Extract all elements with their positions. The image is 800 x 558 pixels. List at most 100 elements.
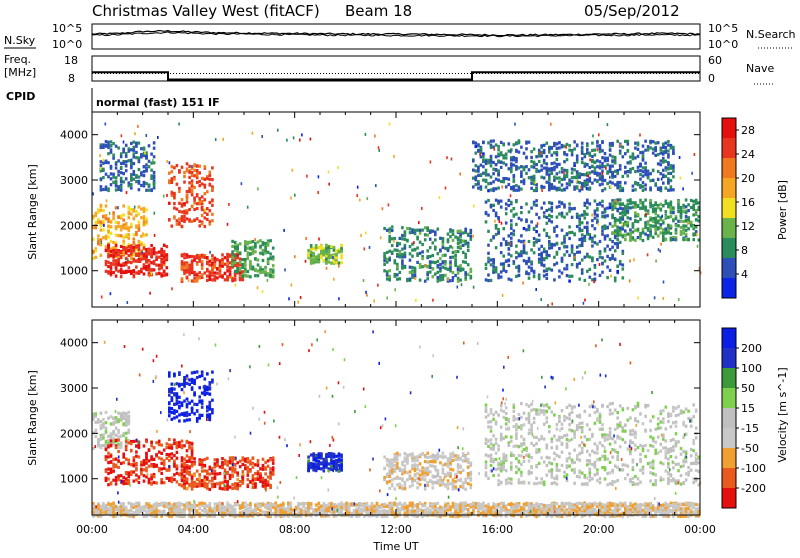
- data-cell: [143, 170, 146, 173]
- data-cell: [148, 144, 151, 147]
- data-cell: [609, 142, 612, 145]
- data-cell: [140, 147, 143, 150]
- data-cell: [535, 199, 538, 202]
- data-cell: [518, 189, 521, 192]
- data-cell: [328, 462, 331, 465]
- cpid-label: CPID: [6, 90, 35, 103]
- data-cell: [667, 202, 670, 205]
- data-cell: [654, 147, 657, 150]
- data-cell: [594, 178, 597, 181]
- data-cell: [444, 267, 447, 270]
- data-cell: [201, 371, 204, 374]
- data-cell: [191, 165, 193, 168]
- data-cell: [510, 278, 513, 281]
- data-cell: [120, 185, 123, 188]
- data-cell: [105, 443, 108, 446]
- data-cell: [604, 259, 607, 262]
- data-cell: [338, 470, 341, 473]
- data-cell: [214, 458, 217, 461]
- data-cell: [622, 223, 624, 226]
- data-cell: [558, 163, 561, 166]
- data-cell: [196, 263, 199, 266]
- data-cell: [257, 464, 260, 467]
- data-cell: [128, 462, 131, 465]
- data-cell: [416, 464, 419, 467]
- data-cell: [604, 207, 607, 210]
- data-cell: [637, 169, 640, 172]
- data-cell: [135, 214, 138, 217]
- data-cell: [181, 401, 184, 404]
- data-cell: [627, 233, 630, 236]
- data-cell: [604, 179, 607, 182]
- data-cell: [459, 173, 461, 176]
- data-cell: [166, 453, 169, 456]
- data-cell: [530, 260, 533, 263]
- data-cell: [649, 233, 652, 236]
- data-cell: [102, 188, 105, 191]
- data-cell: [444, 254, 447, 257]
- data-cell: [551, 146, 554, 149]
- data-cell: [188, 269, 191, 272]
- data-cell: [171, 170, 174, 173]
- data-cell: [658, 248, 660, 251]
- data-cell: [409, 245, 412, 248]
- data-cell: [439, 237, 442, 240]
- data-cell: [201, 214, 204, 217]
- data-cell: [399, 255, 402, 258]
- data-cell: [632, 155, 635, 158]
- data-cell: [515, 165, 518, 168]
- data-cell: [580, 186, 582, 189]
- data-cell: [518, 186, 521, 189]
- data-cell: [457, 242, 460, 245]
- data-cell: [393, 240, 395, 243]
- data-cell: [125, 177, 128, 180]
- data-cell: [586, 255, 589, 258]
- data-cell: [665, 160, 668, 163]
- data-cell: [112, 241, 115, 244]
- data-cell: [624, 181, 627, 184]
- data-cell: [201, 260, 204, 263]
- data-cell: [191, 185, 194, 188]
- noise-traces: [92, 31, 700, 37]
- data-cell: [414, 248, 417, 251]
- data-cell: [492, 180, 495, 183]
- data-cell: [446, 156, 448, 159]
- data-cell: [606, 157, 609, 160]
- data-cell: [472, 177, 475, 180]
- data-cell: [107, 175, 110, 178]
- data-cell: [312, 458, 315, 461]
- data-cell: [328, 256, 331, 259]
- data-cell: [667, 163, 670, 166]
- data-cell: [176, 446, 179, 449]
- data-cell: [660, 187, 663, 190]
- data-cell: [221, 487, 224, 490]
- data-cell: [178, 384, 181, 387]
- data-cell: [310, 260, 313, 263]
- data-cell: [639, 218, 642, 221]
- data-cell: [629, 200, 632, 203]
- data-cell: [500, 251, 503, 254]
- data-cell: [388, 227, 391, 230]
- data-cell: [487, 189, 490, 192]
- data-cell: [193, 457, 196, 460]
- data-cell: [100, 224, 103, 227]
- data-cell: [394, 454, 397, 457]
- data-cell: [300, 296, 302, 299]
- data-cell: [155, 251, 158, 254]
- data-cell: [242, 263, 245, 266]
- data-cell: [112, 256, 115, 259]
- data-cell: [424, 474, 427, 477]
- data-cell: [401, 461, 404, 464]
- data-cell: [196, 403, 199, 406]
- data-cell: [586, 144, 589, 147]
- data-cell: [163, 481, 166, 484]
- data-cell: [680, 210, 683, 213]
- data-cell: [219, 262, 222, 265]
- data-cell: [619, 144, 621, 147]
- data-cell: [283, 229, 285, 232]
- data-cell: [546, 256, 549, 259]
- data-cell: [191, 407, 194, 410]
- data-cell: [568, 237, 571, 240]
- data-cell: [622, 175, 625, 178]
- data-cell: [125, 415, 128, 418]
